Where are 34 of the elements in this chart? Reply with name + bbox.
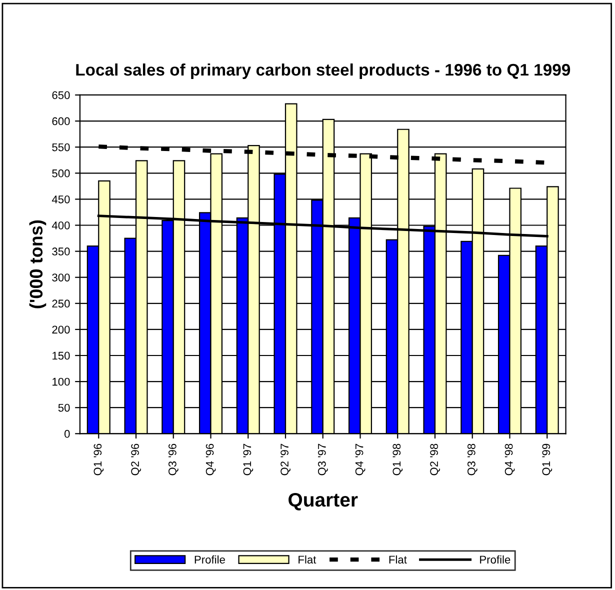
chart-title: Local sales of primary carbon steel products - 1996 to Q1 1999 bbox=[76, 63, 570, 80]
y-tick-label: 250 bbox=[52, 300, 70, 308]
y-axis-title: ('000 tons) bbox=[29, 220, 46, 308]
x-tick-label: Q3 '96 bbox=[168, 444, 178, 476]
legend-label: Flat bbox=[389, 555, 407, 564]
legend-label: Flat bbox=[298, 555, 316, 564]
y-tick-label: 450 bbox=[52, 195, 70, 204]
legend-label: Profile bbox=[194, 555, 225, 564]
y-tick-label: 200 bbox=[52, 326, 70, 334]
x-tick-label: Q4 '98 bbox=[504, 444, 515, 476]
y-tick-label: 650 bbox=[52, 91, 70, 100]
x-tick-label: Q2 '98 bbox=[430, 444, 440, 476]
x-tick-label: Q3 '98 bbox=[467, 444, 478, 476]
x-axis-title: Quarter bbox=[288, 492, 358, 510]
y-tick-label: 600 bbox=[52, 117, 70, 126]
y-tick-label: 400 bbox=[52, 222, 70, 230]
y-tick-label: 150 bbox=[52, 352, 70, 360]
x-tick-label: Q1 '97 bbox=[243, 444, 254, 476]
y-tick-label: 500 bbox=[52, 169, 70, 178]
y-tick-label: 0 bbox=[64, 430, 70, 438]
x-tick-label: Q2 '96 bbox=[131, 444, 141, 476]
x-tick-label: Q3 '97 bbox=[318, 444, 328, 476]
y-tick-label: 300 bbox=[52, 274, 70, 282]
y-tick-label: 50 bbox=[58, 404, 70, 412]
x-tick-label: Q4 '97 bbox=[355, 444, 366, 476]
x-tick-label: Q2 '97 bbox=[280, 444, 290, 476]
y-tick-label: 100 bbox=[52, 378, 70, 386]
x-tick-label: Q1 '96 bbox=[94, 444, 104, 476]
y-tick-label: 550 bbox=[52, 143, 70, 152]
y-tick-label: 350 bbox=[52, 248, 70, 256]
x-tick-label: Q1 '98 bbox=[392, 444, 403, 476]
legend-label: Profile bbox=[480, 555, 510, 564]
x-tick-label: Q1 '99 bbox=[542, 444, 552, 476]
x-tick-label: Q4 '96 bbox=[206, 444, 216, 476]
